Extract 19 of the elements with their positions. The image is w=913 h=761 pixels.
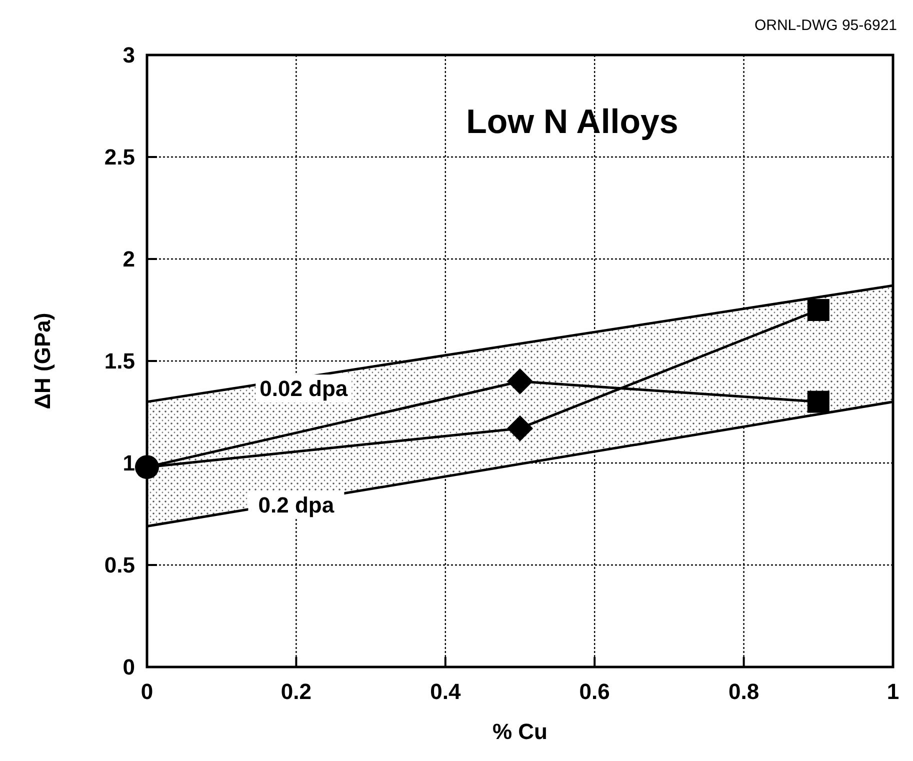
x-tick-label: 1 bbox=[886, 679, 900, 704]
y-tick-label: 1 bbox=[122, 450, 135, 476]
y-tick-label: 2.5 bbox=[104, 144, 135, 170]
y-tick-label: 3 bbox=[122, 42, 135, 68]
text: ORNL-DWG 95-6921 bbox=[754, 17, 897, 34]
y-tick-label: 2 bbox=[122, 246, 135, 272]
text: Low N Alloys bbox=[466, 103, 678, 141]
y-axis-title: ΔH (GPa) bbox=[30, 312, 55, 410]
y-tick-label: 0 bbox=[122, 654, 135, 680]
y-tick-label: 0.5 bbox=[104, 552, 135, 578]
x-tick-label: 0.4 bbox=[430, 679, 462, 704]
annotation: 0.02 dpa bbox=[260, 376, 348, 402]
y-tick-label: 1.5 bbox=[104, 348, 135, 374]
x-tick-label: 0 bbox=[140, 679, 154, 704]
x-tick-label: 0.6 bbox=[579, 679, 610, 704]
annotation: 0.2 dpa bbox=[258, 492, 335, 518]
x-tick-label: 0.2 bbox=[280, 679, 312, 704]
x-tick-label: 0.8 bbox=[728, 679, 760, 704]
x-axis-title: % Cu bbox=[492, 719, 548, 744]
